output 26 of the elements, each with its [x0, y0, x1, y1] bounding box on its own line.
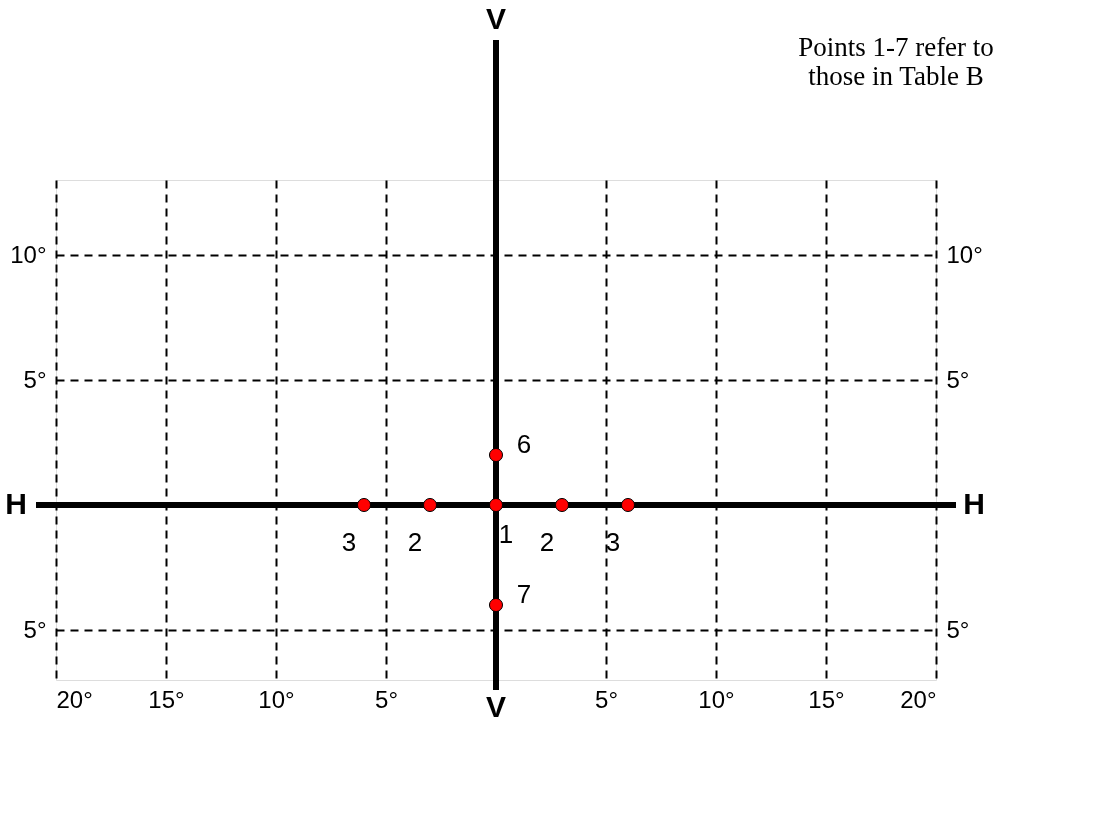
annotation: 1	[498, 519, 514, 549]
text: Points 1-7 refer to those in Table B	[798, 32, 994, 91]
y2-tick-label: 5°	[946, 365, 970, 393]
annotation: 6	[516, 429, 532, 459]
annotation: 2	[539, 527, 555, 557]
x-tick-label: 20°	[900, 685, 937, 713]
annotation: 3	[341, 527, 357, 557]
annotation: 7	[516, 579, 532, 609]
y2-tick-label: 10°	[946, 240, 983, 268]
y-tick-label: 5°	[23, 365, 47, 393]
ref-line-label: H	[963, 487, 985, 520]
annotation: 3	[605, 527, 621, 557]
x-tick-label: 10°	[698, 685, 735, 713]
annotation: 2	[407, 527, 423, 557]
y-tick-label: 5°	[23, 615, 47, 643]
x-tick-label: 15°	[148, 685, 185, 713]
x-tick-label: 5°	[375, 685, 398, 713]
text: H	[5, 487, 27, 520]
y-tick-label: 10°	[10, 240, 47, 268]
text: V	[485, 2, 507, 35]
x-tick-label: 15°	[808, 685, 845, 713]
x-tick-label: 20°	[56, 685, 93, 713]
y2-tick-label: 5°	[946, 615, 970, 643]
x-tick-label: 5°	[595, 685, 618, 713]
x-tick-label: 10°	[258, 685, 295, 713]
ref-line-label: V	[485, 690, 507, 723]
